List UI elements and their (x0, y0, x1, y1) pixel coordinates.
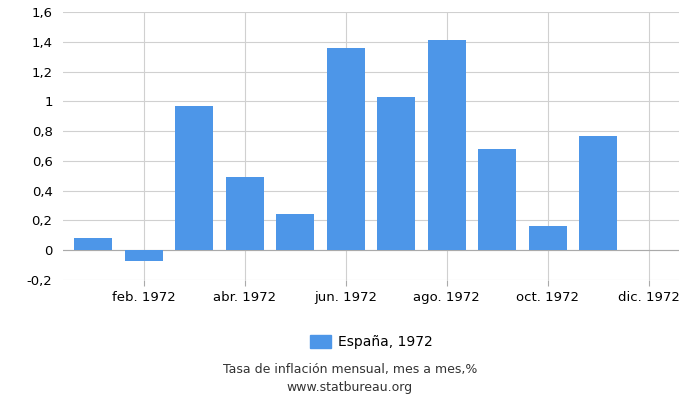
Bar (125, 250, 162, 261)
Bar (226, 177, 264, 250)
Bar (478, 149, 516, 250)
Bar (74, 238, 112, 250)
Text: Tasa de inflación mensual, mes a mes,%: Tasa de inflación mensual, mes a mes,% (223, 364, 477, 376)
Bar (580, 136, 617, 250)
Bar (528, 226, 567, 250)
Bar (377, 97, 415, 250)
Bar (428, 40, 466, 250)
Legend: España, 1972: España, 1972 (309, 335, 433, 349)
Text: www.statbureau.org: www.statbureau.org (287, 382, 413, 394)
Bar (276, 214, 314, 250)
Bar (175, 106, 214, 250)
Bar (327, 48, 365, 250)
